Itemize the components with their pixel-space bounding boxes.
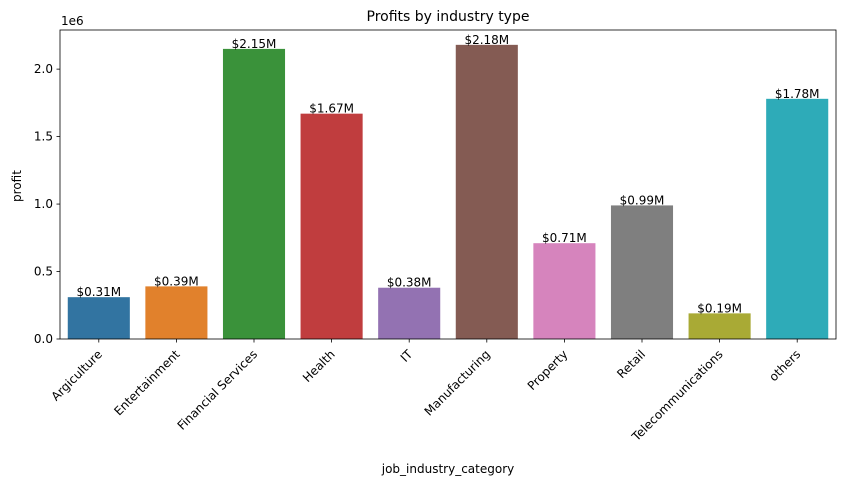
bar-others: [766, 98, 829, 340]
bar-label-manufacturing: $2.18M: [464, 33, 509, 47]
y-tick-label-3: 1.5: [34, 130, 53, 144]
x-tick-label-entertainment: Entertainment: [111, 347, 182, 418]
y-tick-label-4: 2.0: [34, 62, 53, 76]
bar-label-argiculture: $0.31M: [76, 285, 121, 299]
x-tick-label-manufacturing: Manufacturing: [422, 347, 493, 418]
bar-retail: [610, 205, 674, 339]
x-tick-label-it: IT: [398, 347, 416, 365]
bar-labels-group: $0.31M $0.39M $2.15M $1.67M $0.38M $2.18M $0.7…: [76, 33, 819, 316]
x-tick-label-retail: Retail: [614, 347, 648, 381]
bar-label-telecommunications: $0.19M: [697, 301, 742, 315]
x-tick-label-health: Health: [300, 347, 338, 385]
bar-label-entertainment: $0.39M: [154, 274, 199, 288]
x-tick-label-argiculture: Argiculture: [48, 347, 104, 403]
x-tick-label-others: others: [766, 347, 803, 384]
bar-it: [378, 287, 441, 339]
x-axis-label: job_industry_category: [381, 462, 514, 476]
y-axis-ticks: 0.0 0.5 1.0 1.5 2.0: [34, 62, 60, 346]
x-tick-label-financial-services: Financial Services: [175, 347, 261, 433]
bar-argiculture: [67, 297, 130, 339]
y-tick-label-1: 0.5: [34, 265, 53, 279]
bar-label-it: $0.38M: [387, 276, 432, 290]
bar-property: [533, 243, 596, 339]
y-axis-label: profit: [10, 170, 24, 202]
y-tick-label-2: 1.0: [34, 197, 53, 211]
bars-group: [67, 44, 829, 340]
x-tick-label-property: Property: [525, 347, 571, 393]
bar-label-financial-services: $2.15M: [232, 37, 277, 51]
bar-manufacturing: [455, 44, 518, 339]
bar-label-health: $1.67M: [309, 102, 354, 116]
y-axis-offset-label: 1e6: [61, 14, 84, 28]
bar-entertainment: [145, 286, 208, 339]
bar-label-others: $1.78M: [775, 87, 820, 101]
bar-financial-services: [222, 48, 286, 339]
plot-frame: [59, 29, 837, 340]
bar-label-property: $0.71M: [542, 231, 587, 245]
chart-title: Profits by industry type: [367, 9, 530, 25]
bar-health: [300, 113, 363, 339]
y-tick-label-0: 0.0: [34, 332, 53, 346]
bar-telecommunications: [688, 313, 751, 339]
bar-label-retail: $0.99M: [620, 193, 665, 207]
